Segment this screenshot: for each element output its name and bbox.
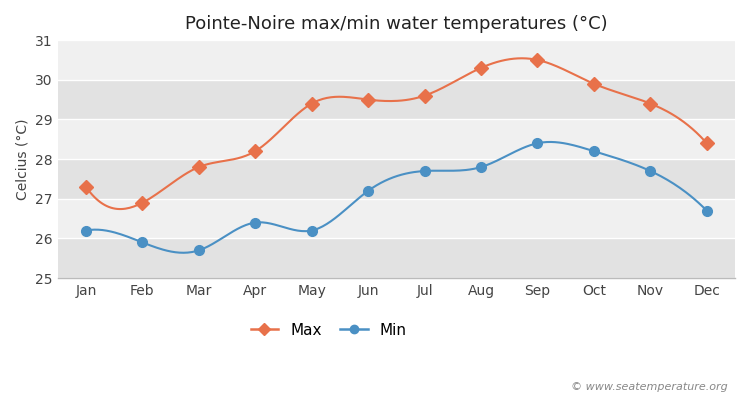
Max bbox=[702, 141, 711, 146]
Min bbox=[590, 149, 598, 154]
Min bbox=[194, 248, 203, 253]
Bar bbox=[58, 120, 735, 159]
Text: © www.seatemperature.org: © www.seatemperature.org bbox=[571, 382, 728, 392]
Min bbox=[702, 208, 711, 213]
Bar bbox=[58, 199, 735, 238]
Max bbox=[533, 58, 542, 62]
Min bbox=[82, 228, 91, 233]
Max bbox=[646, 101, 655, 106]
Min bbox=[476, 165, 485, 170]
Min bbox=[251, 220, 260, 225]
Min bbox=[308, 228, 316, 233]
Max bbox=[590, 81, 598, 86]
Min bbox=[533, 141, 542, 146]
Bar bbox=[58, 238, 735, 278]
Max bbox=[138, 200, 147, 205]
Max bbox=[476, 66, 485, 70]
Min bbox=[138, 240, 147, 245]
Bar bbox=[58, 40, 735, 80]
Max bbox=[308, 101, 316, 106]
Min bbox=[420, 169, 429, 174]
Line: Min: Min bbox=[81, 138, 712, 255]
Max bbox=[82, 184, 91, 189]
Line: Max: Max bbox=[81, 55, 712, 208]
Max bbox=[364, 97, 373, 102]
Max bbox=[194, 165, 203, 170]
Min bbox=[364, 188, 373, 193]
Bar bbox=[58, 159, 735, 199]
Max bbox=[251, 149, 260, 154]
Bar bbox=[58, 80, 735, 120]
Title: Pointe-Noire max/min water temperatures (°C): Pointe-Noire max/min water temperatures … bbox=[185, 15, 608, 33]
Max bbox=[420, 93, 429, 98]
Min bbox=[646, 169, 655, 174]
Legend: Max, Min: Max, Min bbox=[244, 317, 413, 344]
Y-axis label: Celcius (°C): Celcius (°C) bbox=[15, 118, 29, 200]
